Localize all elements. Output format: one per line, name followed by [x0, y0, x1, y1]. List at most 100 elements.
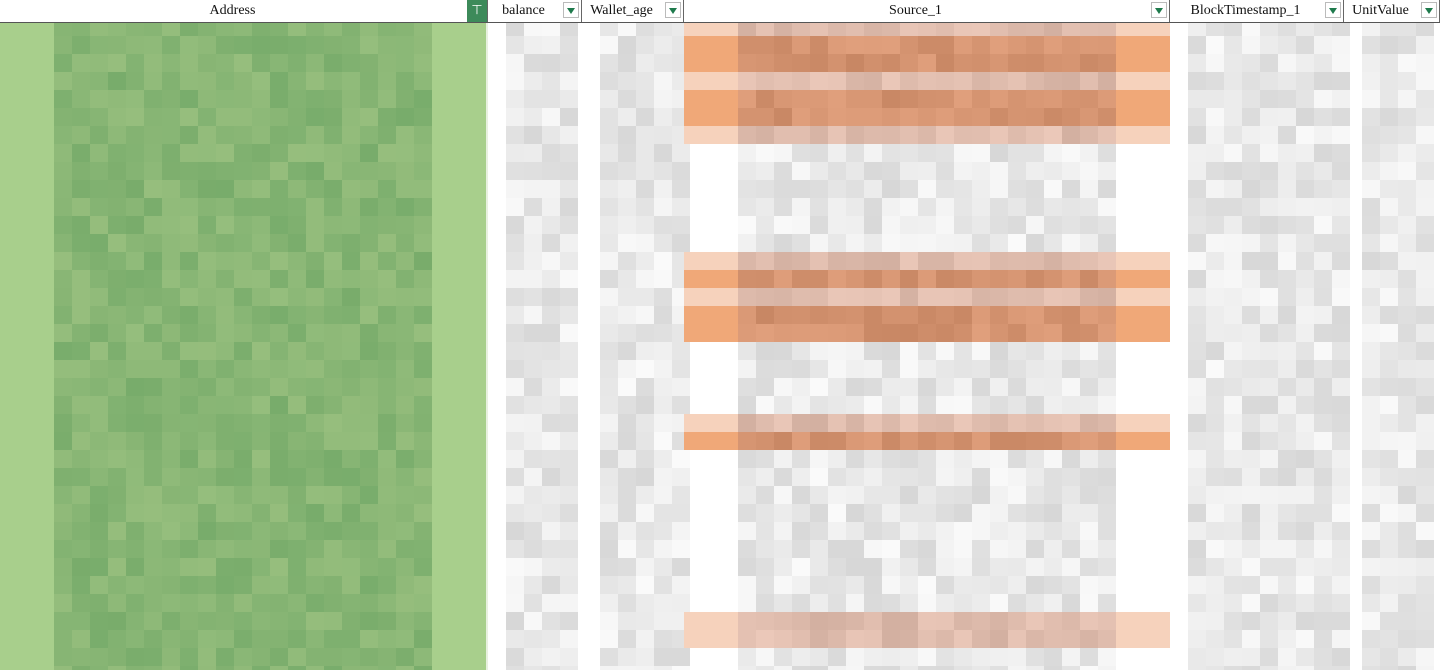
table-row[interactable]: [0, 450, 1440, 468]
dropdown-arrow-icon[interactable]: [665, 2, 681, 18]
table-row[interactable]: [0, 216, 1440, 234]
table-row[interactable]: [0, 252, 1440, 270]
redacted-cell: [792, 378, 810, 396]
redacted-cell: [600, 468, 618, 486]
redacted-cell: [636, 558, 654, 576]
table-row[interactable]: [0, 378, 1440, 396]
table-row[interactable]: [0, 36, 1440, 54]
redacted-cell: [618, 414, 636, 432]
redacted-cell: [600, 486, 618, 504]
table-row[interactable]: [0, 504, 1440, 522]
dropdown-arrow-icon[interactable]: [563, 2, 579, 18]
redacted-cell: [144, 23, 162, 36]
header-blocktimestamp-1[interactable]: BlockTimestamp_1: [1170, 0, 1344, 22]
redacted-cell: [524, 378, 542, 396]
redacted-cell: [1080, 54, 1098, 72]
redacted-cell: [108, 90, 126, 108]
header-address[interactable]: Address ⊤: [0, 0, 488, 22]
redacted-cell: [524, 90, 542, 108]
table-row[interactable]: [0, 558, 1440, 576]
table-row[interactable]: [0, 288, 1440, 306]
table-row[interactable]: [0, 270, 1440, 288]
table-row[interactable]: [0, 90, 1440, 108]
redacted-cell: [756, 234, 774, 252]
table-row[interactable]: [0, 594, 1440, 612]
table-row[interactable]: [0, 23, 1440, 36]
table-row[interactable]: [0, 468, 1440, 486]
redacted-cell: [342, 396, 360, 414]
dropdown-arrow-icon[interactable]: [1421, 2, 1437, 18]
table-row[interactable]: [0, 198, 1440, 216]
redacted-cell: [324, 72, 342, 90]
redacted-cell: [90, 378, 108, 396]
dropdown-arrow-icon[interactable]: [1151, 2, 1167, 18]
redacted-cell: [1278, 468, 1296, 486]
redacted-cell: [774, 360, 792, 378]
redacted-cell: [288, 378, 306, 396]
table-row[interactable]: [0, 540, 1440, 558]
redacted-cell: [306, 450, 324, 468]
header-source-1[interactable]: Source_1: [684, 0, 1170, 22]
table-row[interactable]: [0, 612, 1440, 630]
redacted-cell: [1044, 72, 1062, 90]
table-row[interactable]: [0, 162, 1440, 180]
redacted-cell: [324, 324, 342, 342]
redacted-cell: [270, 144, 288, 162]
table-row[interactable]: [0, 126, 1440, 144]
table-row[interactable]: [0, 54, 1440, 72]
redacted-cell: [306, 432, 324, 450]
table-row[interactable]: [0, 432, 1440, 450]
table-row[interactable]: [0, 144, 1440, 162]
redacted-cell: [1380, 576, 1398, 594]
redacted-cell: [162, 252, 180, 270]
table-row[interactable]: [0, 108, 1440, 126]
redacted-cell: [954, 558, 972, 576]
redacted-cell: [252, 126, 270, 144]
table-row[interactable]: [0, 342, 1440, 360]
redacted-cell: [654, 666, 672, 670]
header-balance[interactable]: balance: [488, 0, 582, 22]
redacted-cell: [414, 72, 432, 90]
redacted-cell: [180, 252, 198, 270]
table-row[interactable]: [0, 72, 1440, 90]
header-wallet-age[interactable]: Wallet_age: [582, 0, 684, 22]
filter-active-icon[interactable]: ⊤: [467, 0, 487, 22]
redacted-cell: [414, 23, 432, 36]
dropdown-arrow-icon[interactable]: [1325, 2, 1341, 18]
table-row[interactable]: [0, 666, 1440, 670]
table-row[interactable]: [0, 648, 1440, 666]
redacted-cell: [1098, 522, 1116, 540]
redacted-cell: [972, 540, 990, 558]
redacted-cell: [990, 648, 1008, 666]
header-unitvalue[interactable]: UnitValue: [1344, 0, 1440, 22]
redacted-cell: [144, 432, 162, 450]
redacted-cell: [216, 468, 234, 486]
table-row[interactable]: [0, 486, 1440, 504]
redacted-cell: [542, 126, 560, 144]
table-row[interactable]: [0, 324, 1440, 342]
redacted-cell: [1332, 144, 1350, 162]
table-row[interactable]: [0, 396, 1440, 414]
redacted-cell: [126, 486, 144, 504]
data-grid[interactable]: [0, 23, 1440, 670]
redacted-cell: [1296, 576, 1314, 594]
redacted-cell: [846, 360, 864, 378]
redacted-cell: [162, 630, 180, 648]
table-row[interactable]: [0, 522, 1440, 540]
table-row[interactable]: [0, 234, 1440, 252]
table-row[interactable]: [0, 576, 1440, 594]
redacted-cell: [162, 234, 180, 252]
table-row[interactable]: [0, 414, 1440, 432]
redacted-cell: [1008, 23, 1026, 36]
redacted-cell: [1296, 54, 1314, 72]
redacted-cell: [1044, 198, 1062, 216]
redacted-cell: [864, 54, 882, 72]
redacted-cell: [672, 540, 690, 558]
table-row[interactable]: [0, 306, 1440, 324]
redacted-cell: [774, 612, 792, 630]
redacted-cell: [180, 540, 198, 558]
table-row[interactable]: [0, 630, 1440, 648]
table-row[interactable]: [0, 360, 1440, 378]
redacted-cell: [486, 108, 488, 126]
table-row[interactable]: [0, 180, 1440, 198]
